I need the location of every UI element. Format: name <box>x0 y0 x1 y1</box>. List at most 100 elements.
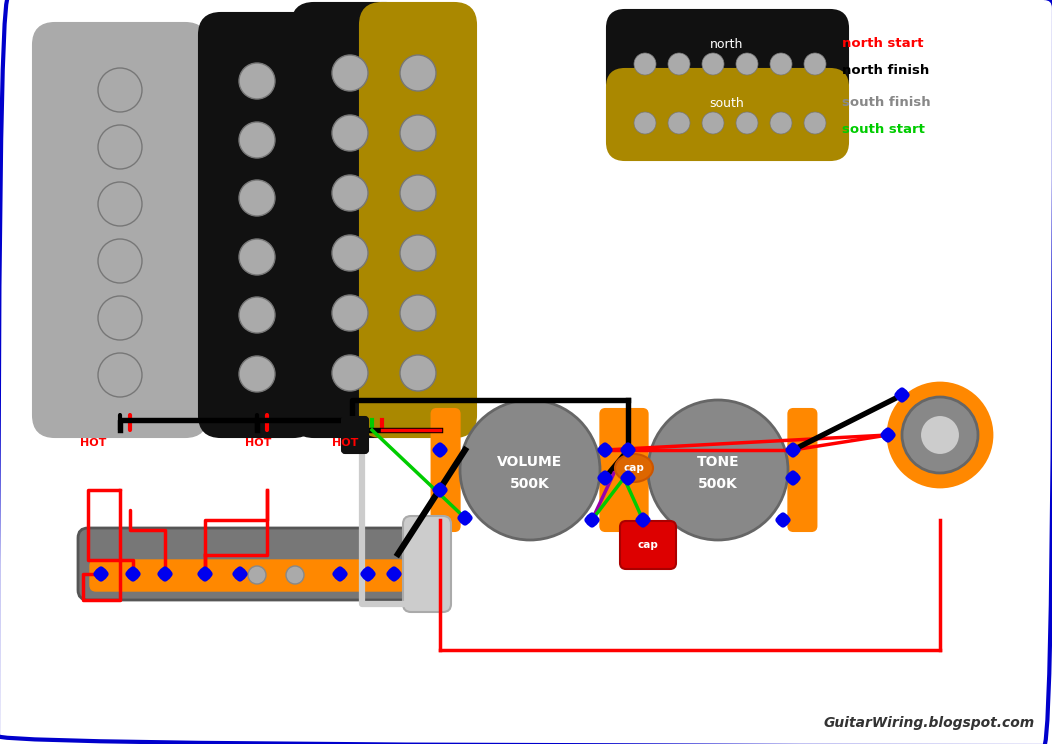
Circle shape <box>238 567 243 572</box>
Circle shape <box>790 452 795 457</box>
Circle shape <box>770 112 792 134</box>
Circle shape <box>442 447 447 452</box>
Circle shape <box>332 295 368 331</box>
Circle shape <box>396 571 401 577</box>
Circle shape <box>438 483 443 489</box>
FancyBboxPatch shape <box>788 409 816 531</box>
Circle shape <box>625 443 631 449</box>
Circle shape <box>242 571 247 577</box>
Circle shape <box>391 567 397 572</box>
Circle shape <box>886 437 891 442</box>
Circle shape <box>625 471 631 476</box>
Circle shape <box>621 475 627 481</box>
Circle shape <box>638 514 649 526</box>
Circle shape <box>162 567 167 572</box>
Text: HOT: HOT <box>332 438 359 448</box>
Circle shape <box>332 175 368 211</box>
Circle shape <box>629 475 635 481</box>
Circle shape <box>607 447 612 452</box>
Text: HOT: HOT <box>80 438 106 448</box>
Circle shape <box>238 576 243 581</box>
Circle shape <box>634 53 656 75</box>
Circle shape <box>361 571 366 577</box>
Circle shape <box>776 517 782 523</box>
Circle shape <box>460 400 600 540</box>
Text: north: north <box>710 37 744 51</box>
Circle shape <box>622 472 634 484</box>
Circle shape <box>702 53 724 75</box>
Circle shape <box>332 235 368 271</box>
Circle shape <box>882 429 894 441</box>
Circle shape <box>400 355 436 391</box>
Circle shape <box>127 568 139 580</box>
Circle shape <box>794 447 800 452</box>
Circle shape <box>603 471 608 476</box>
Circle shape <box>98 125 142 169</box>
Circle shape <box>135 571 140 577</box>
Circle shape <box>462 511 468 516</box>
Circle shape <box>458 516 464 521</box>
Circle shape <box>794 475 800 481</box>
Circle shape <box>202 576 207 581</box>
Circle shape <box>332 355 368 391</box>
Circle shape <box>702 112 724 134</box>
Circle shape <box>645 517 650 523</box>
Circle shape <box>888 383 992 487</box>
Circle shape <box>239 356 275 392</box>
FancyBboxPatch shape <box>33 23 207 437</box>
Circle shape <box>391 576 397 581</box>
Text: south: south <box>710 97 745 109</box>
Circle shape <box>286 566 304 584</box>
Circle shape <box>625 479 631 485</box>
Circle shape <box>622 444 634 456</box>
Circle shape <box>586 514 598 526</box>
Circle shape <box>234 571 239 577</box>
Text: north start: north start <box>842 36 924 50</box>
Circle shape <box>786 447 791 452</box>
Circle shape <box>202 567 207 572</box>
Text: north finish: north finish <box>842 63 929 77</box>
Circle shape <box>599 472 611 484</box>
Circle shape <box>159 568 171 580</box>
Circle shape <box>668 112 690 134</box>
Circle shape <box>332 55 368 91</box>
Circle shape <box>434 444 446 456</box>
Circle shape <box>886 428 891 434</box>
Circle shape <box>130 576 136 581</box>
Circle shape <box>438 492 443 497</box>
Circle shape <box>593 517 599 523</box>
Circle shape <box>641 513 646 519</box>
Circle shape <box>365 567 370 572</box>
Circle shape <box>239 297 275 333</box>
Circle shape <box>387 571 392 577</box>
Circle shape <box>790 471 795 476</box>
Circle shape <box>902 397 978 473</box>
Text: TONE: TONE <box>696 455 740 469</box>
Circle shape <box>442 487 447 493</box>
Text: south start: south start <box>842 123 925 135</box>
Circle shape <box>589 522 594 527</box>
Circle shape <box>603 479 608 485</box>
Circle shape <box>920 415 960 455</box>
Circle shape <box>770 53 792 75</box>
Circle shape <box>459 512 471 524</box>
Circle shape <box>585 517 590 523</box>
Text: HOT: HOT <box>245 438 271 448</box>
Circle shape <box>599 444 611 456</box>
Circle shape <box>736 112 758 134</box>
Circle shape <box>400 295 436 331</box>
Circle shape <box>332 115 368 151</box>
Text: VOLUME: VOLUME <box>498 455 563 469</box>
Circle shape <box>95 568 107 580</box>
Circle shape <box>599 475 604 481</box>
Circle shape <box>400 235 436 271</box>
Circle shape <box>625 452 631 457</box>
Circle shape <box>369 571 375 577</box>
Circle shape <box>896 389 908 401</box>
Circle shape <box>668 53 690 75</box>
Circle shape <box>338 576 343 581</box>
Circle shape <box>248 566 266 584</box>
Circle shape <box>790 479 795 485</box>
Circle shape <box>98 567 104 572</box>
FancyBboxPatch shape <box>607 10 848 101</box>
